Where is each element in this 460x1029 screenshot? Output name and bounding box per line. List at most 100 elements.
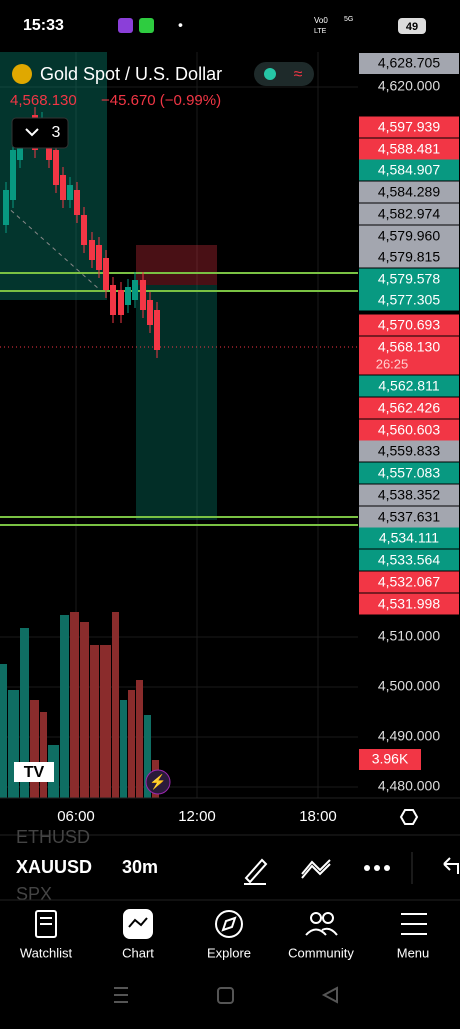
candle-body <box>53 150 59 185</box>
price-tag-label: 4,597.939 <box>378 119 440 135</box>
price-tag-label: 4,579.578 <box>378 271 440 287</box>
volume-bar <box>30 700 39 798</box>
price-tag-label: 4,584.907 <box>378 162 440 178</box>
price-tag <box>359 484 459 506</box>
indicators-toggle[interactable] <box>11 117 69 149</box>
price-tag-label: 4,533.564 <box>378 552 440 568</box>
volume-bars <box>0 612 159 798</box>
price-tag <box>359 397 459 419</box>
nav-label[interactable]: Community <box>288 945 354 960</box>
volume-bar <box>120 700 127 798</box>
price-tag-label: 4,568.130 <box>378 339 440 355</box>
price-tag <box>359 181 459 203</box>
price-tag <box>359 159 459 181</box>
price-tag-label: 4,579.815 <box>378 249 440 265</box>
svg-text:TV: TV <box>24 764 45 781</box>
hidden-symbol: ETHUSD <box>16 827 90 847</box>
volume-bar <box>128 690 135 798</box>
time-label: 06:00 <box>57 808 95 825</box>
symbol-title[interactable]: Gold Spot / U.S. Dollar <box>40 64 222 84</box>
more-button[interactable] <box>364 865 390 871</box>
price-tag-label: 4,538.352 <box>378 487 440 503</box>
candle-body <box>103 258 109 290</box>
network: 5G <box>344 16 353 23</box>
price-tag-label: 4,579.960 <box>378 228 440 244</box>
trend-tool[interactable] <box>301 859 331 879</box>
price-tag-label: 4,560.603 <box>378 422 440 438</box>
price-tag <box>359 506 459 528</box>
price-tag <box>359 138 459 160</box>
price-tag-label: 4,562.426 <box>378 400 440 416</box>
nav-label[interactable]: Menu <box>397 945 430 960</box>
volume-bar <box>40 712 47 798</box>
price-tag <box>359 116 459 138</box>
svg-text:⚡: ⚡ <box>149 774 166 791</box>
volume-tag-label: 3.96K <box>372 751 409 767</box>
countdown: 26:25 <box>376 356 409 371</box>
price-tag <box>359 571 459 593</box>
price-tag <box>359 549 459 571</box>
price-tag <box>359 462 459 484</box>
battery: 49 <box>406 21 418 33</box>
nav-label[interactable]: Explore <box>207 945 251 960</box>
price-tag-label: 4,559.833 <box>378 443 440 459</box>
svg-text:≈: ≈ <box>294 66 303 83</box>
axis-label: 4,500.000 <box>378 678 440 694</box>
candle-body <box>154 310 160 350</box>
carrier: Vo0 <box>314 16 328 25</box>
candle-body <box>118 290 124 315</box>
axis-label: 4,510.000 <box>378 628 440 644</box>
draw-tool[interactable] <box>244 858 268 885</box>
nav-label[interactable]: Watchlist <box>20 945 73 960</box>
volume-bar <box>0 664 7 798</box>
volume-bar <box>112 612 119 798</box>
axis-label: 4,480.000 <box>378 778 440 794</box>
interval-button[interactable]: 30m <box>122 857 158 877</box>
hidden-symbol: SPX <box>16 884 52 904</box>
axis-label: 4,620.000 <box>378 78 440 94</box>
price-tag <box>359 314 459 336</box>
clock: 15:33 <box>23 17 64 34</box>
candle-body <box>147 300 153 325</box>
price-tag-label: 4,534.111 <box>379 530 439 546</box>
price-tag-label: 4,588.481 <box>378 141 440 157</box>
volume-tag <box>359 749 421 770</box>
volume-bar <box>136 680 143 798</box>
candle-body <box>3 190 9 225</box>
axis-label: 4,490.000 <box>378 728 440 744</box>
candle-body <box>96 245 102 270</box>
price-tag <box>359 527 459 549</box>
candle-body <box>67 185 73 200</box>
volume-bar <box>100 645 111 798</box>
last-price: 4,568.130 <box>10 92 77 109</box>
price-tag-label: 4,582.974 <box>378 206 440 222</box>
price-tag <box>359 53 459 74</box>
volume-bar <box>8 690 19 798</box>
price-tag-label: 4,532.067 <box>378 574 440 590</box>
status-dot: • <box>178 17 183 33</box>
price-change: −45.670 (−0.99%) <box>101 92 221 109</box>
price-tag-label: 4,628.705 <box>378 55 440 71</box>
time-label: 18:00 <box>299 808 337 825</box>
candle-body <box>110 285 116 315</box>
price-tag <box>359 289 459 311</box>
volume-bar <box>80 622 89 798</box>
price-tag <box>359 225 459 247</box>
volume-bar <box>20 628 29 798</box>
volume-bar <box>90 645 99 798</box>
undo-button[interactable] <box>443 857 459 874</box>
volume-bar <box>70 612 79 798</box>
candle-body <box>140 280 146 310</box>
price-tag <box>359 593 459 615</box>
indicator-count: 3 <box>52 124 61 141</box>
volume-bar <box>60 615 69 798</box>
carrier-sub: LTE <box>314 28 327 35</box>
candle-body <box>132 280 138 300</box>
volume-bar <box>144 715 151 798</box>
time-label: 12:00 <box>178 808 216 825</box>
symbol-button[interactable]: XAUUSD <box>16 857 92 877</box>
nav-label[interactable]: Chart <box>122 945 154 960</box>
price-tag <box>359 336 459 375</box>
candle-body <box>60 175 66 200</box>
settings-icon[interactable] <box>399 809 419 825</box>
